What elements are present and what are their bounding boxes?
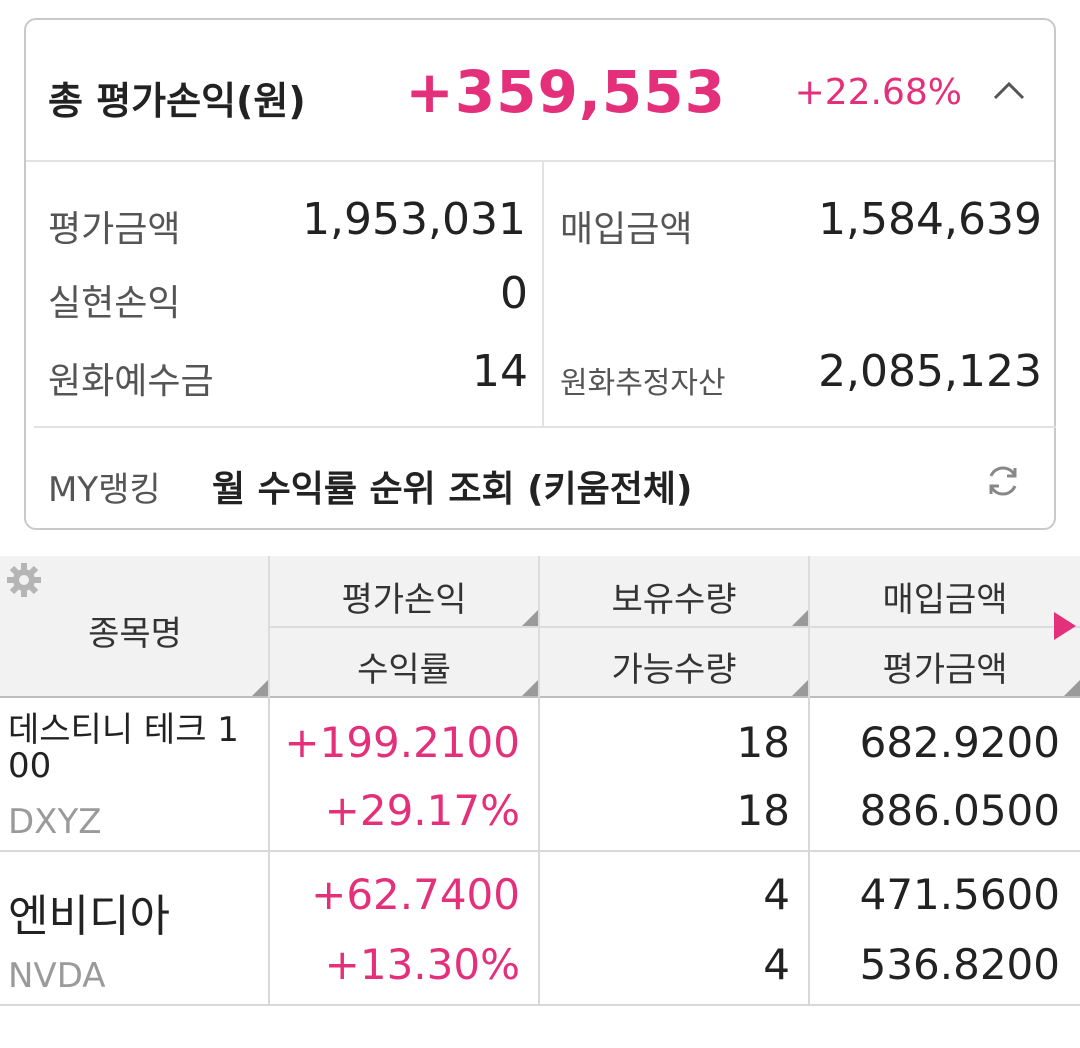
- monthly-ranking-link[interactable]: 월 수익률 순위 조회 (키움전체): [212, 469, 693, 510]
- more-columns-arrow-icon[interactable]: [1054, 612, 1076, 640]
- realized-profit-label: 실현손익: [48, 283, 181, 324]
- header-stock-name[interactable]: 종목명: [88, 614, 182, 654]
- chevron-up-icon[interactable]: [992, 76, 1026, 106]
- profit-value: +62.7400: [311, 870, 520, 919]
- stock-code: NVDA: [8, 956, 106, 996]
- header-available-qty[interactable]: 가능수량: [611, 650, 737, 690]
- sort-corner-marker: [522, 610, 538, 626]
- krw-deposit-label: 원화예수금: [48, 361, 214, 402]
- eval-amount-value: 886.0500: [859, 786, 1060, 835]
- purchase-amount-label: 매입금액: [560, 209, 693, 250]
- header-profit[interactable]: 평가손익: [341, 580, 467, 620]
- total-profit-value: +359,553: [405, 58, 726, 126]
- row-col-divider: [808, 698, 810, 850]
- krw-deposit-value: 14: [472, 346, 528, 397]
- sort-corner-marker: [252, 680, 268, 696]
- stock-name[interactable]: 엔비디아: [8, 891, 170, 942]
- eval-amount-value: 1,953,031: [302, 194, 526, 245]
- table-header: 종목명 평가손익 수익률 보유수량 가능수량 매입금액 평가금액: [0, 556, 1080, 698]
- profit-value: +199.2100: [284, 718, 520, 767]
- my-ranking-label: MY랭킹: [48, 470, 161, 510]
- available-qty-value: 4: [763, 940, 790, 989]
- eval-amount-label: 평가금액: [48, 209, 181, 250]
- krw-estimated-assets-label: 원화추정자산: [560, 366, 726, 401]
- header-holding-qty[interactable]: 보유수량: [611, 580, 737, 620]
- my-ranking-row[interactable]: MY랭킹 월 수익률 순위 조회 (키움전체): [34, 426, 1056, 530]
- purchase-amount-value: 471.5600: [859, 870, 1060, 919]
- krw-estimated-assets-value: 2,085,123: [818, 346, 1042, 397]
- header-eval-amount[interactable]: 평가금액: [882, 650, 1008, 690]
- holding-qty-value: 4: [763, 870, 790, 919]
- header-col-divider: [538, 556, 540, 698]
- stock-code: DXYZ: [8, 802, 102, 842]
- row-col-divider: [538, 852, 540, 1004]
- header-col-divider: [808, 556, 810, 698]
- available-qty-value: 18: [736, 786, 790, 835]
- eval-amount-value: 536.8200: [859, 940, 1060, 989]
- sort-corner-marker: [1064, 680, 1080, 696]
- sort-corner-marker: [522, 680, 538, 696]
- stock-name[interactable]: 데스티니 테크 1 00: [8, 710, 239, 786]
- header-purchase-amount[interactable]: 매입금액: [882, 580, 1008, 620]
- sort-corner-marker: [792, 610, 808, 626]
- return-rate-value: +29.17%: [324, 786, 520, 835]
- realized-profit-value: 0: [500, 268, 528, 319]
- summary-card: 총 평가손익(원) +359,553 +22.68% 평가금액 1,953,03…: [24, 18, 1056, 530]
- header-divider: [270, 626, 1080, 628]
- header-col-divider: [268, 556, 270, 698]
- total-profit-label: 총 평가손익(원): [48, 79, 306, 123]
- total-profit-header[interactable]: 총 평가손익(원) +359,553 +22.68%: [26, 20, 1054, 162]
- summary-grid: 평가금액 1,953,031 매입금액 1,584,639 실현손익 0 원화예…: [26, 162, 1054, 426]
- row-col-divider: [538, 698, 540, 850]
- total-profit-rate: +22.68%: [794, 72, 962, 113]
- purchase-amount-value: 1,584,639: [818, 194, 1042, 245]
- grid-divider: [542, 162, 544, 426]
- refresh-icon[interactable]: [984, 462, 1022, 500]
- gear-icon[interactable]: [6, 562, 42, 598]
- purchase-amount-value: 682.9200: [859, 718, 1060, 767]
- holdings-table: 종목명 평가손익 수익률 보유수량 가능수량 매입금액 평가금액 데스티니 테크…: [0, 556, 1080, 1006]
- table-row[interactable]: 엔비디아 NVDA +62.7400 +13.30% 4 4 471.5600 …: [0, 852, 1080, 1006]
- sort-corner-marker: [792, 680, 808, 696]
- row-col-divider: [808, 852, 810, 1004]
- row-col-divider: [268, 698, 270, 850]
- return-rate-value: +13.30%: [324, 940, 520, 989]
- holding-qty-value: 18: [736, 718, 790, 767]
- table-row[interactable]: 데스티니 테크 1 00 DXYZ +199.2100 +29.17% 18 1…: [0, 698, 1080, 852]
- row-col-divider: [268, 852, 270, 1004]
- header-return-rate[interactable]: 수익률: [357, 650, 451, 690]
